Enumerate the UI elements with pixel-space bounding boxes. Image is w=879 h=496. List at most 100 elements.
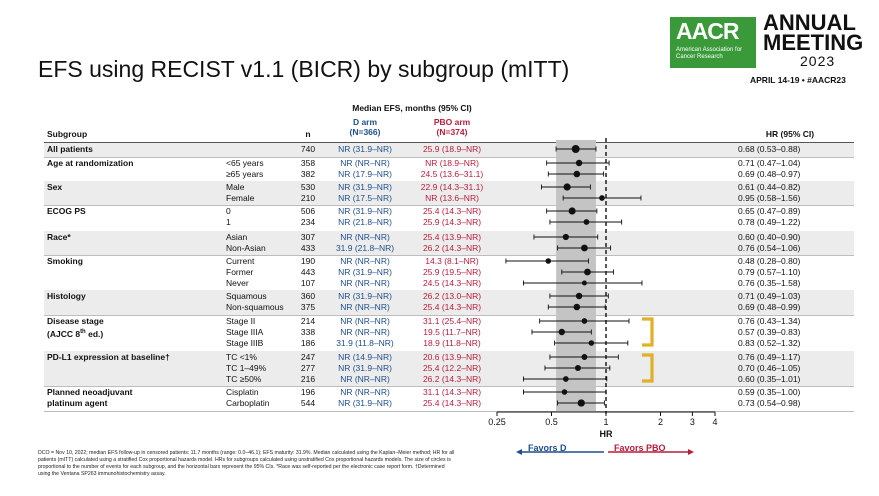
n-value: 544	[300, 398, 316, 408]
subgroup-level: Stage IIIA	[226, 327, 264, 337]
hr-point	[568, 207, 576, 215]
row-divider	[44, 205, 854, 206]
subgroup-name: PD-L1 expression at baseline†	[47, 352, 170, 362]
hr-ci-value: 0.83 (0.52–1.32)	[738, 338, 801, 348]
pbo-arm-median: 31.1 (25.4–NR)	[422, 316, 482, 326]
pbo-arm-median: 26.2 (14.3–NR)	[422, 243, 482, 253]
hr-ci-value: 0.71 (0.49–1.03)	[738, 291, 801, 301]
hr-ci-value: 0.95 (0.58–1.56)	[738, 193, 801, 203]
subgroup-level: Former	[226, 267, 254, 277]
pbo-arm-median: 14.3 (8.1–NR)	[425, 256, 479, 266]
hr-point	[563, 183, 571, 191]
subgroup-name: Histology	[47, 291, 86, 301]
d-arm-median: NR (31.9–NR)	[338, 267, 392, 277]
subgroup-name: Planned neoadjuvant	[47, 387, 133, 397]
pbo-arm-median: 25.4 (14.3–NR)	[422, 302, 482, 312]
d-arm-header: D arm	[352, 117, 378, 127]
subgroup-name: Race*	[47, 232, 71, 242]
hr-ci-value: 0.76 (0.49–1.17)	[738, 352, 801, 362]
hr-point	[577, 399, 585, 407]
n-value: 107	[300, 278, 316, 288]
pbo-arm-median: 26.2 (13.0–NR)	[422, 291, 482, 301]
pbo-arm-median: 20.6 (13.9–NR)	[422, 352, 482, 362]
median-efs-header: Median EFS, months (95% CI)	[352, 103, 472, 113]
favors-pbo-label: Favors PBO	[614, 443, 666, 453]
pbo-arm-median: 25.9 (14.3–NR)	[422, 217, 482, 227]
hr-point	[575, 159, 583, 167]
d-arm-median: NR (NR–NR)	[340, 158, 390, 168]
hr-point	[581, 280, 587, 286]
pdl1-bracket	[642, 353, 654, 383]
hr-point	[581, 244, 588, 252]
subgroup-level: Non-squamous	[226, 302, 284, 312]
n-value: 186	[300, 338, 316, 348]
favors-pbo-arrowhead	[688, 449, 694, 455]
d-arm-median: NR (NR–NR)	[340, 387, 390, 397]
subgroup-level: Cisplatin	[226, 387, 259, 397]
row-divider	[44, 386, 854, 387]
subgroup-name: Smoking	[47, 256, 83, 266]
x-tick-label: 0.25	[488, 417, 506, 427]
hr-point	[562, 376, 569, 382]
hr-point	[581, 354, 588, 360]
d-arm-median: NR (NR–NR)	[340, 256, 390, 266]
pbo-arm-median: 25.4 (13.9–NR)	[422, 232, 482, 242]
d-arm-median: NR (31.9–NR)	[338, 291, 392, 301]
n-value: 358	[300, 158, 316, 168]
subgroup-name-line2: (AJCC 8th ed.)	[47, 328, 104, 339]
n-value: 433	[300, 243, 316, 253]
hr-ci-value: 0.79 (0.57–1.10)	[738, 267, 801, 277]
n-value: 216	[300, 374, 316, 384]
subgroup-level: Female	[226, 193, 255, 203]
subgroup-level: 0	[226, 206, 231, 216]
logo-dates: APRIL 14-19 • #AACR23	[750, 75, 846, 85]
hr-ci-value: 0.57 (0.39–0.83)	[738, 327, 801, 337]
aacr-logo: AACR American Association for Cancer Res…	[670, 12, 870, 97]
logo-event: ANNUAL MEETING	[763, 12, 863, 54]
d-arm-median: NR (31.9–NR)	[338, 398, 392, 408]
hr-ci-value: 0.65 (0.47–0.89)	[738, 206, 801, 216]
n-value: 196	[300, 387, 316, 397]
hr-ci-value: 0.69 (0.48–0.99)	[738, 302, 801, 312]
row-divider	[44, 315, 854, 316]
d-arm-median: NR (31.9–NR)	[338, 363, 392, 373]
n-value: 210	[300, 193, 316, 203]
hr-ci-value: 0.69 (0.48–0.97)	[738, 169, 801, 179]
hr-ci-value: 0.60 (0.40–0.90)	[738, 232, 801, 242]
d-arm-median: NR (NR–NR)	[340, 232, 390, 242]
subgroup-name: ECOG PS	[47, 206, 86, 216]
d-arm-median: NR (31.9–NR)	[338, 144, 392, 154]
footnote: DCO = Nov 10, 2022; median EFS follow-up…	[38, 450, 455, 477]
pbo-arm-median: 25.4 (12.2–NR)	[422, 363, 482, 373]
row-divider	[44, 157, 854, 158]
header-divider	[44, 142, 854, 143]
slide-title: EFS using RECIST v1.1 (BICR) by subgroup…	[38, 56, 570, 82]
d-arm-median: NR (NR–NR)	[340, 278, 390, 288]
n-value: 338	[300, 327, 316, 337]
subgroup-name: Disease stage	[47, 316, 104, 326]
subgroup-level: ≥65 years	[226, 169, 264, 179]
subgroup-header: Subgroup	[47, 129, 88, 139]
subgroup-level: Current	[226, 256, 255, 266]
n-value: 443	[300, 267, 316, 277]
d-arm-median: NR (NR–NR)	[340, 302, 390, 312]
pbo-arm-header: PBO arm	[433, 117, 471, 127]
n-value: 506	[300, 206, 316, 216]
favors-d-arrowhead	[516, 449, 522, 455]
n-value: 234	[300, 217, 316, 227]
favors-d-label: Favors D	[528, 443, 567, 453]
n-value: 740	[300, 144, 316, 154]
d-arm-median: NR (17.5–NR)	[338, 193, 392, 203]
pbo-arm-median: 25.4 (14.3–NR)	[422, 398, 482, 408]
pbo-arm-median: 22.9 (14.3–31.1)	[420, 182, 484, 192]
aacr-logo-box: AACR American Association for Cancer Res…	[670, 17, 756, 68]
n-value: 277	[300, 363, 316, 373]
subgroup-level: Squamous	[226, 291, 267, 301]
n-value: 190	[300, 256, 316, 266]
subgroup-level: <65 years	[226, 158, 264, 168]
d-arm-median: NR (NR–NR)	[340, 327, 390, 337]
n-value: 214	[300, 316, 316, 326]
subgroup-level: Stage II	[226, 316, 256, 326]
hr-ci-value: 0.71 (0.47–1.04)	[738, 158, 801, 168]
